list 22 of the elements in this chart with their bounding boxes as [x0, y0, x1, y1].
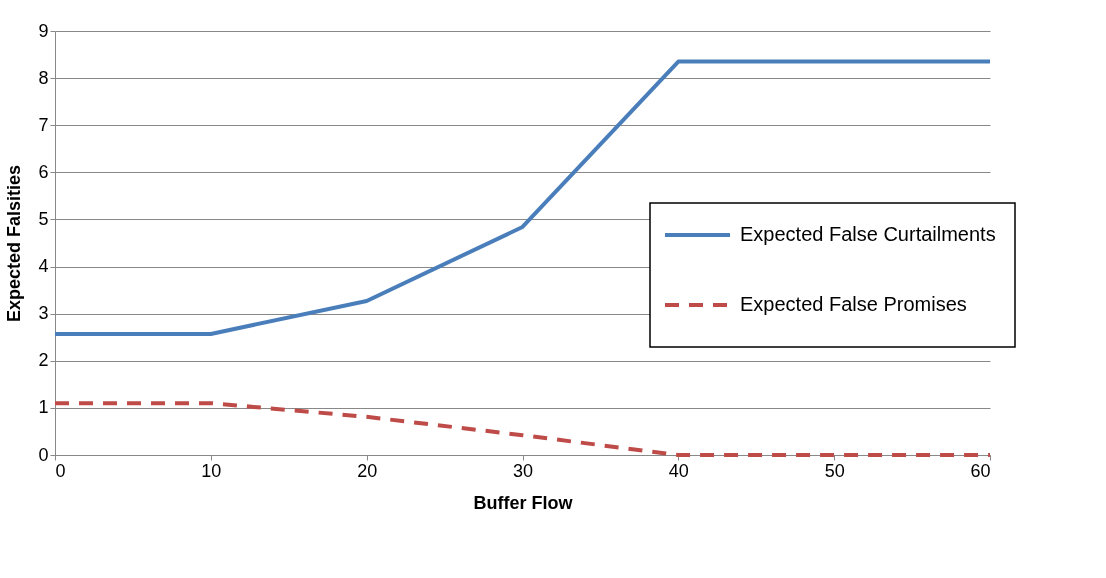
- y-tick-label: 8: [38, 67, 49, 88]
- y-tick-label: 2: [38, 350, 49, 371]
- x-tick-label: 10: [201, 460, 222, 481]
- x-tick-label: 60: [970, 460, 991, 481]
- y-axis-title: Expected Falsities: [4, 164, 25, 323]
- x-tick-label: 40: [668, 460, 689, 481]
- x-tick-label: 20: [357, 460, 378, 481]
- line-series: [53, 401, 992, 457]
- x-tick-label: 50: [824, 460, 845, 481]
- y-tick-label: 0: [38, 444, 49, 465]
- x-tick-label: 30: [512, 460, 534, 481]
- y-tick-label: 6: [38, 161, 49, 182]
- y-tick-label: 5: [38, 208, 49, 229]
- y-tick-label: 4: [38, 256, 49, 277]
- legend-label: Expected False Curtailments: [740, 223, 996, 245]
- y-tick-label: 3: [38, 303, 49, 324]
- y-tick-label: 1: [38, 397, 49, 418]
- legend-label: Expected False Promises: [740, 293, 967, 315]
- y-tick-label: 9: [38, 20, 49, 41]
- x-axis-title: Buffer Flow: [473, 492, 574, 513]
- x-tick-label: 0: [55, 460, 66, 481]
- y-tick-label: 7: [38, 114, 49, 135]
